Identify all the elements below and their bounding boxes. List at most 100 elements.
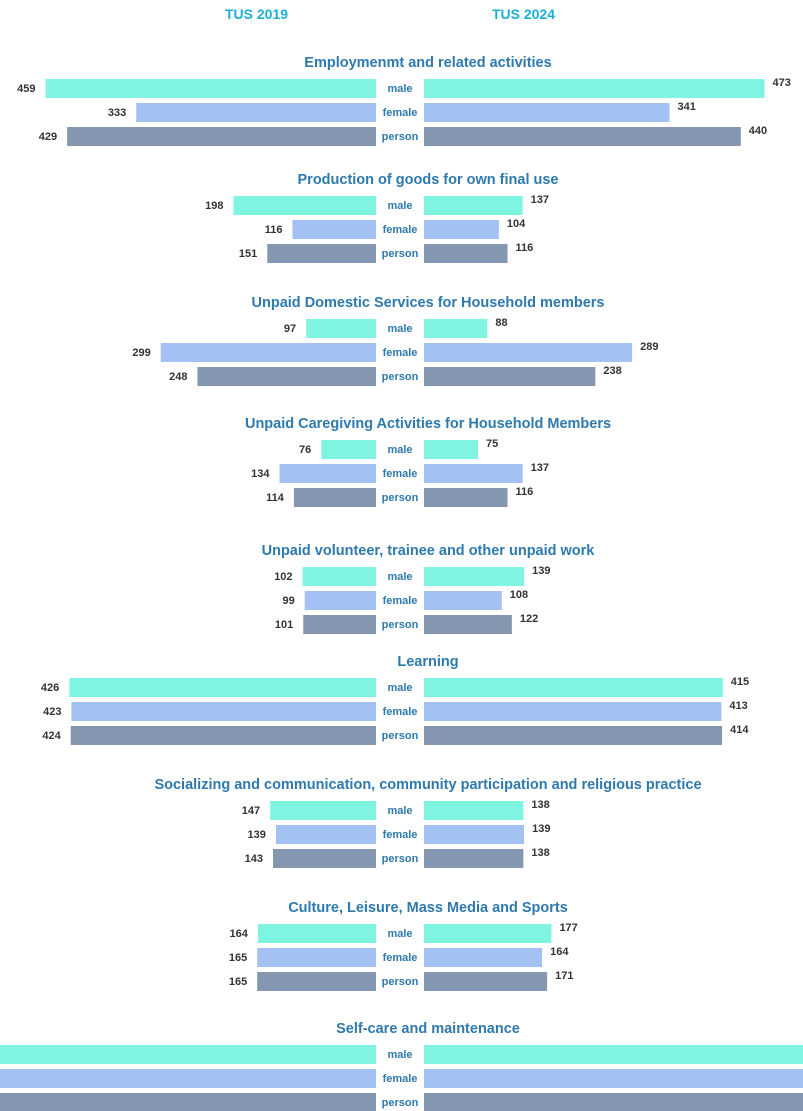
- gender-label-female: female: [383, 107, 418, 119]
- gender-label-person: person: [382, 1097, 419, 1109]
- gender-label-female: female: [383, 595, 418, 607]
- value-label-2019-female: 139: [248, 829, 266, 841]
- gender-label-male: male: [387, 83, 412, 95]
- bar-2019-male: [302, 567, 376, 586]
- gender-label-female: female: [383, 706, 418, 718]
- gender-label-male: male: [387, 200, 412, 212]
- gender-label-person: person: [382, 131, 419, 143]
- value-label-2024-person: 238: [603, 365, 621, 377]
- bar-2019-female: [279, 464, 376, 483]
- bar-2024-person: [424, 1093, 803, 1111]
- value-label-2024-female: 104: [507, 218, 526, 230]
- bar-2019-male: [69, 678, 376, 697]
- bar-2024-female: [424, 825, 525, 844]
- bar-2024-male: [424, 1045, 803, 1064]
- value-label-2024-male: 137: [531, 194, 549, 206]
- bar-2019-female: [0, 1069, 376, 1088]
- value-label-2019-female: 99: [282, 595, 294, 607]
- panel-title: Employmenmt and related activities: [304, 55, 551, 71]
- value-label-2019-female: 333: [108, 107, 126, 119]
- gender-label-person: person: [382, 853, 419, 865]
- value-label-2024-male: 473: [773, 77, 791, 89]
- value-label-2024-person: 171: [555, 970, 573, 982]
- value-label-2019-person: 429: [39, 131, 57, 143]
- header-tus-2019: TUS 2019: [225, 6, 289, 22]
- value-label-2024-male: 138: [531, 799, 549, 811]
- value-label-2024-person: 138: [531, 847, 549, 859]
- panel-title: Production of goods for own final use: [298, 172, 559, 188]
- value-label-2019-female: 165: [229, 952, 247, 964]
- gender-label-person: person: [382, 730, 419, 742]
- panel-title: Unpaid Domestic Services for Household m…: [252, 295, 605, 311]
- value-label-2019-female: 423: [43, 706, 61, 718]
- bar-2024-female: [424, 948, 543, 967]
- panel-title: Learning: [397, 654, 458, 670]
- value-label-2024-female: 164: [550, 946, 569, 958]
- bar-2024-male: [424, 567, 525, 586]
- gender-label-male: male: [387, 571, 412, 583]
- value-label-2019-male: 76: [299, 444, 311, 456]
- value-label-2019-female: 134: [251, 468, 270, 480]
- value-label-2024-female: 413: [729, 700, 747, 712]
- bar-2019-female: [136, 103, 376, 122]
- gender-label-male: male: [387, 682, 412, 694]
- value-label-2024-male: 177: [559, 922, 577, 934]
- bar-2019-male: [233, 196, 376, 215]
- bar-2019-person: [303, 615, 376, 634]
- bar-2024-male: [424, 440, 478, 459]
- bar-2019-male: [257, 924, 376, 943]
- bar-2024-person: [424, 367, 596, 386]
- bar-2024-female: [424, 591, 502, 610]
- bar-2024-female: [424, 1069, 803, 1088]
- bar-2019-person: [267, 244, 376, 263]
- value-label-2019-male: 97: [284, 323, 296, 335]
- value-label-2024-person: 116: [516, 242, 534, 254]
- value-label-2019-male: 102: [274, 571, 292, 583]
- value-label-2019-person: 114: [266, 492, 285, 504]
- bar-2024-male: [424, 196, 523, 215]
- bar-2019-male: [45, 79, 377, 98]
- bar-2024-person: [424, 972, 548, 991]
- bar-2024-female: [424, 464, 523, 483]
- bar-2019-person: [70, 726, 376, 745]
- panel-title: Unpaid volunteer, trainee and other unpa…: [262, 543, 596, 559]
- bar-2024-female: [424, 220, 499, 239]
- gender-label-person: person: [382, 248, 419, 260]
- gender-label-person: person: [382, 976, 419, 988]
- value-label-2019-person: 143: [245, 853, 263, 865]
- value-label-2024-female: 341: [678, 101, 696, 113]
- bar-2019-female: [304, 591, 376, 610]
- value-label-2024-person: 440: [749, 125, 767, 137]
- bar-2024-person: [424, 127, 741, 146]
- panel-title: Socializing and communication, community…: [154, 777, 701, 793]
- value-label-2024-male: 75: [486, 438, 498, 450]
- bar-2019-male: [306, 319, 376, 338]
- value-label-2024-person: 122: [520, 613, 538, 625]
- value-label-2019-female: 116: [265, 224, 283, 236]
- gender-label-female: female: [383, 829, 418, 841]
- bar-2024-person: [424, 244, 508, 263]
- value-label-2019-male: 459: [17, 83, 35, 95]
- bar-2019-female: [71, 702, 376, 721]
- value-label-2019-male: 164: [230, 928, 249, 940]
- value-label-2019-person: 248: [169, 371, 187, 383]
- bar-2019-person: [197, 367, 376, 386]
- value-label-2024-female: 137: [531, 462, 549, 474]
- gender-label-person: person: [382, 492, 419, 504]
- bar-2019-person: [0, 1093, 376, 1111]
- bar-2019-male: [0, 1045, 376, 1064]
- value-label-2024-female: 139: [532, 823, 550, 835]
- value-label-2024-male: 139: [532, 565, 550, 577]
- panel-title: Unpaid Caregiving Activities for Househo…: [245, 416, 611, 432]
- bar-2019-person: [293, 488, 376, 507]
- bar-2024-person: [424, 849, 524, 868]
- value-label-2024-female: 108: [510, 589, 528, 601]
- gender-label-person: person: [382, 371, 419, 383]
- value-label-2024-male: 88: [495, 317, 507, 329]
- value-label-2024-person: 414: [730, 724, 749, 736]
- bar-2019-male: [270, 801, 376, 820]
- bar-2024-female: [424, 103, 670, 122]
- bar-2024-person: [424, 726, 723, 745]
- gender-label-female: female: [383, 347, 418, 359]
- bar-2019-female: [292, 220, 376, 239]
